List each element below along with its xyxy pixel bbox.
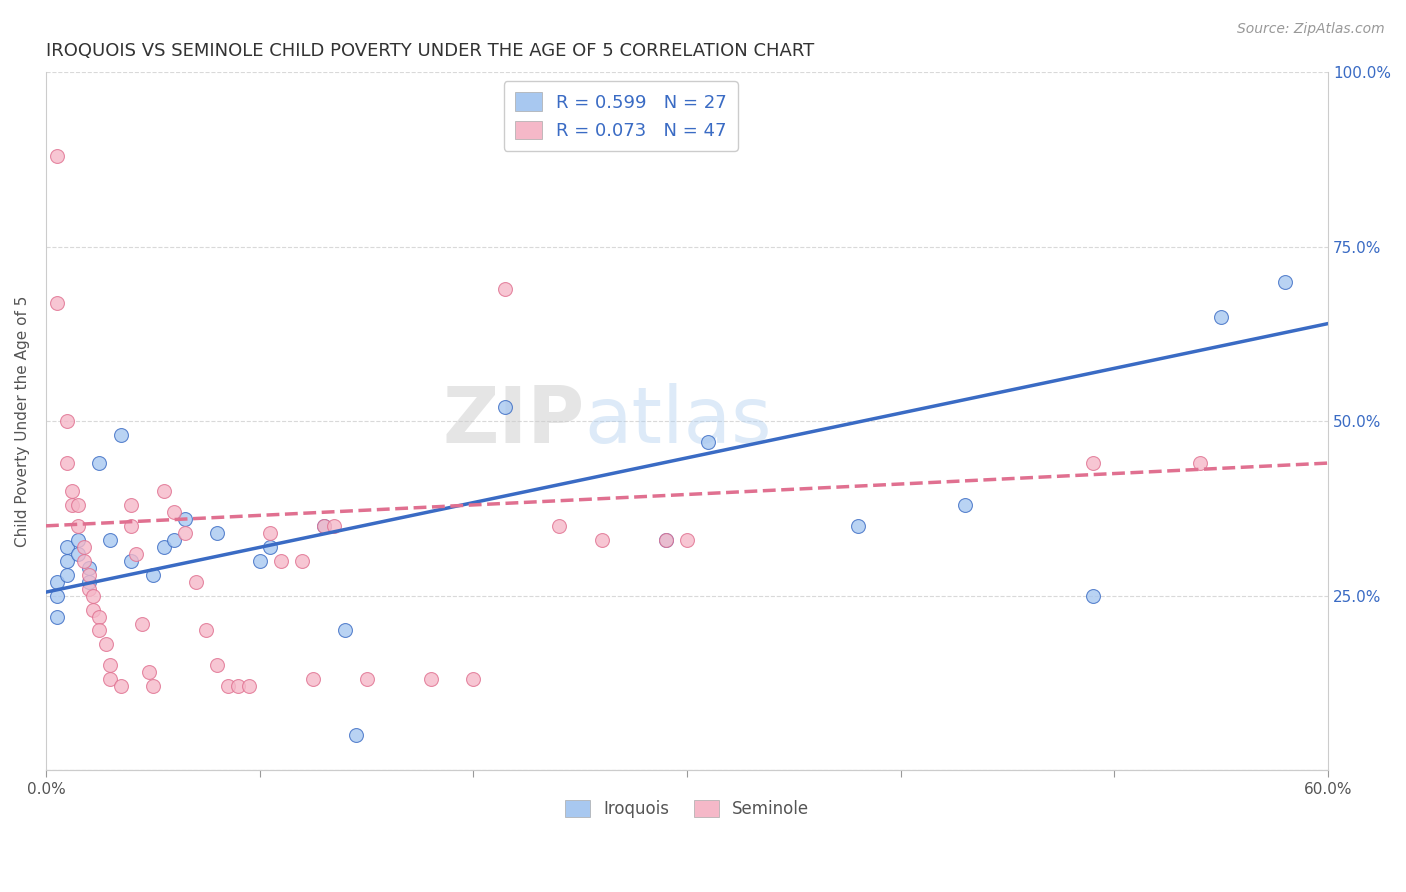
- Point: [195, 624, 218, 638]
- Point: [1081, 589, 1104, 603]
- Point: [152, 483, 174, 498]
- Text: ZIP: ZIP: [443, 384, 585, 459]
- Text: Source: ZipAtlas.com: Source: ZipAtlas.com: [1237, 22, 1385, 37]
- Point: [98, 533, 121, 547]
- Point: [1211, 310, 1233, 324]
- Point: [173, 525, 195, 540]
- Point: [291, 554, 314, 568]
- Point: [45, 574, 67, 589]
- Point: [249, 554, 271, 568]
- Point: [77, 582, 100, 596]
- Text: IROQUOIS VS SEMINOLE CHILD POVERTY UNDER THE AGE OF 5 CORRELATION CHART: IROQUOIS VS SEMINOLE CHILD POVERTY UNDER…: [46, 42, 814, 60]
- Point: [125, 547, 148, 561]
- Point: [302, 673, 325, 687]
- Point: [312, 519, 335, 533]
- Point: [654, 533, 676, 547]
- Point: [82, 602, 104, 616]
- Point: [846, 519, 869, 533]
- Point: [1081, 456, 1104, 470]
- Point: [66, 519, 89, 533]
- Point: [163, 505, 186, 519]
- Point: [66, 547, 89, 561]
- Point: [152, 540, 174, 554]
- Point: [205, 525, 228, 540]
- Point: [89, 609, 111, 624]
- Point: [547, 519, 569, 533]
- Point: [494, 282, 516, 296]
- Point: [184, 574, 207, 589]
- Point: [697, 435, 720, 450]
- Point: [344, 728, 367, 742]
- Point: [1274, 275, 1296, 289]
- Point: [333, 624, 356, 638]
- Point: [591, 533, 613, 547]
- Point: [45, 609, 67, 624]
- Point: [77, 567, 100, 582]
- Point: [1188, 456, 1211, 470]
- Point: [98, 658, 121, 673]
- Text: atlas: atlas: [585, 384, 772, 459]
- Point: [56, 540, 79, 554]
- Point: [45, 295, 67, 310]
- Point: [77, 560, 100, 574]
- Point: [142, 567, 165, 582]
- Point: [163, 533, 186, 547]
- Point: [173, 512, 195, 526]
- Legend: Iroquois, Seminole: Iroquois, Seminole: [558, 793, 815, 824]
- Point: [110, 428, 132, 442]
- Point: [259, 525, 281, 540]
- Point: [45, 589, 67, 603]
- Point: [45, 149, 67, 163]
- Point: [120, 554, 142, 568]
- Point: [66, 533, 89, 547]
- Point: [953, 498, 976, 512]
- Point: [77, 574, 100, 589]
- Point: [120, 519, 142, 533]
- Point: [110, 679, 132, 693]
- Point: [82, 589, 104, 603]
- Point: [238, 679, 260, 693]
- Point: [98, 673, 121, 687]
- Point: [323, 519, 346, 533]
- Point: [259, 540, 281, 554]
- Point: [56, 456, 79, 470]
- Point: [60, 498, 83, 512]
- Point: [56, 414, 79, 428]
- Point: [89, 456, 111, 470]
- Point: [494, 401, 516, 415]
- Point: [356, 673, 378, 687]
- Point: [56, 567, 79, 582]
- Y-axis label: Child Poverty Under the Age of 5: Child Poverty Under the Age of 5: [15, 295, 30, 547]
- Point: [131, 616, 153, 631]
- Point: [312, 519, 335, 533]
- Point: [120, 498, 142, 512]
- Point: [94, 637, 117, 651]
- Point: [73, 540, 96, 554]
- Point: [66, 498, 89, 512]
- Point: [142, 679, 165, 693]
- Point: [419, 673, 441, 687]
- Point: [270, 554, 292, 568]
- Point: [676, 533, 699, 547]
- Point: [60, 483, 83, 498]
- Point: [205, 658, 228, 673]
- Point: [56, 554, 79, 568]
- Point: [73, 554, 96, 568]
- Point: [226, 679, 249, 693]
- Point: [138, 665, 160, 680]
- Point: [89, 624, 111, 638]
- Point: [463, 673, 485, 687]
- Point: [654, 533, 676, 547]
- Point: [217, 679, 239, 693]
